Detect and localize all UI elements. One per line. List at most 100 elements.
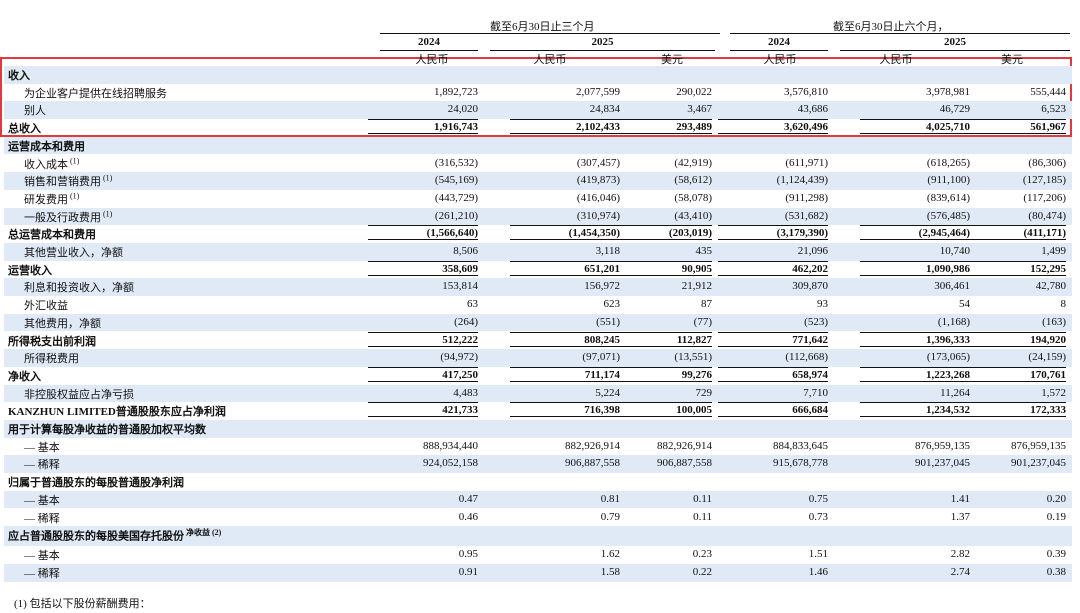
table-row: — 稀释 0.91 1.58 0.22 1.46 2.74 0.38 <box>4 563 1072 582</box>
value-cell: 0.73 <box>808 510 828 523</box>
value-cell: (203,019) <box>602 225 712 241</box>
table-row: 总收入 1,916,743 2,102,433 293,489 3,620,496 4,0… <box>4 119 1072 137</box>
row-label: 别人 <box>24 105 46 118</box>
value-cell: (24,159) <box>1028 351 1066 364</box>
value-cell: (310,974) <box>576 209 620 222</box>
row-label: 为企业客户提供在线招聘服务 <box>24 87 167 100</box>
value-cell: 21,096 <box>797 245 828 257</box>
value-cell: 5,224 <box>595 386 620 399</box>
note-ref: 净收益 (2) <box>184 528 222 538</box>
table-row: 研发费用 (1) (443,729) (416,046) (58,078) (911,2… <box>4 190 1072 208</box>
row-label: 其他营业收入，净额 <box>24 247 123 259</box>
table-row: 所得税费用 (94,972) (97,071) (13,551) (112,668) (1… <box>4 349 1072 367</box>
year-header: 2025 <box>944 36 966 48</box>
value-cell: 435 <box>695 245 713 257</box>
value-cell: 1.62 <box>600 548 620 561</box>
value-cell: (94,972) <box>440 351 478 364</box>
currency-header: 人民币 <box>533 54 567 66</box>
year-header: 2024 <box>768 36 790 48</box>
table-row: 为企业客户提供在线招聘服务 1,892,723 2,077,599 290,022 3,… <box>4 84 1072 102</box>
value-cell: 0.22 <box>692 565 712 578</box>
value-cell: 1,499 <box>1041 245 1066 257</box>
value-cell: 170,761 <box>956 366 1066 382</box>
table-row: 所得税支出前利润 512,222 808,245 112,827 771,642 1,39… <box>4 331 1072 350</box>
row-label: 总运营成本和费用 <box>8 229 96 242</box>
table-row: 收入成本 (1) (316,532) (307,457) (42,919) (611,9… <box>4 155 1072 173</box>
value-cell: (163) <box>1042 315 1066 328</box>
value-cell: 87 <box>701 298 712 311</box>
note-ref: (1) <box>101 173 113 183</box>
value-cell: (523) <box>804 315 828 328</box>
value-cell: 462,202 <box>718 260 828 276</box>
row-label: 总收入 <box>8 123 41 136</box>
note-ref: (1) <box>68 155 80 165</box>
row-label: 一般及行政费用 (1) <box>24 208 113 224</box>
value-cell: 512,222 <box>368 331 478 347</box>
value-cell: 666,684 <box>718 402 828 418</box>
value-cell: 0.79 <box>600 510 620 523</box>
value-cell: 1,234,532 <box>860 402 970 418</box>
value-cell: 623 <box>603 298 621 311</box>
value-cell: 711,174 <box>510 366 620 382</box>
value-cell: 3,576,810 <box>784 85 828 98</box>
table-row: 销售和营销费用 (1) (545,169) (419,873) (58,612) (1,… <box>4 172 1072 190</box>
value-cell: (97,071) <box>582 351 620 364</box>
value-cell: (2,945,464) <box>860 225 970 241</box>
value-cell: 716,398 <box>510 402 620 418</box>
table-row: 一般及行政费用 (1) (261,210) (310,974) (43,410) (53… <box>4 207 1072 226</box>
value-cell: 0.11 <box>693 510 712 523</box>
value-cell: 729 <box>695 386 713 399</box>
row-label: 运营收入 <box>8 264 52 277</box>
table-row: 应占普通股股东的每股美国存托股份 净收益 (2) <box>4 526 1072 547</box>
value-cell: 7,710 <box>803 386 828 399</box>
value-cell: 8,506 <box>453 245 478 257</box>
value-cell: (42,919) <box>674 156 712 169</box>
value-cell: 21,912 <box>681 280 712 293</box>
value-cell: 888,934,440 <box>423 439 478 452</box>
value-cell: 358,609 <box>368 260 478 276</box>
row-label: 净收入 <box>8 370 41 383</box>
table-row: 归属于普通股东的每股普通股净利润 <box>4 473 1072 491</box>
value-cell: 8 <box>1060 298 1067 311</box>
value-cell: 46,729 <box>939 103 970 116</box>
value-cell: (43,410) <box>674 209 712 222</box>
value-cell: (58,612) <box>674 174 712 187</box>
value-cell: 901,237,045 <box>1011 457 1066 470</box>
value-cell: 100,005 <box>602 402 712 418</box>
value-cell: 290,022 <box>676 85 712 98</box>
value-cell: 3,620,496 <box>718 119 828 135</box>
table-row: — 基本 0.47 0.81 0.11 0.75 1.41 0.20 <box>4 490 1072 509</box>
value-cell: 156,972 <box>584 280 620 293</box>
value-cell: 1.37 <box>950 510 970 523</box>
value-cell: 1.51 <box>808 548 828 561</box>
note-ref: (1) <box>101 208 113 218</box>
row-label: 所得税费用 <box>24 353 79 366</box>
value-cell: 876,959,135 <box>915 439 970 452</box>
value-cell: 0.95 <box>458 548 478 561</box>
year-header: 2025 <box>591 36 614 48</box>
highlight-box <box>0 57 1072 137</box>
currency-header: 美元 <box>661 54 683 66</box>
table-row: 外汇收益 63 623 87 93 54 8 <box>4 296 1072 314</box>
table-row: KANZHUN LIMITED普通股股东应占净利润 421,733 716,398 1… <box>4 402 1072 420</box>
value-cell: (3,179,390) <box>718 225 828 241</box>
value-cell: 153,814 <box>442 280 478 293</box>
value-cell: 924,052,158 <box>423 457 478 470</box>
value-cell: 884,833,645 <box>773 439 828 452</box>
value-cell: (411,171) <box>956 225 1066 241</box>
value-cell: (1,566,640) <box>368 225 478 241</box>
value-cell: (1,124,439) <box>776 174 828 187</box>
value-cell: 417,250 <box>368 366 478 382</box>
value-cell: 293,489 <box>602 119 712 135</box>
row-label: — 基本 <box>24 441 60 454</box>
row-label: 应占普通股股东的每股美国存托股份 净收益 (2) <box>8 528 222 543</box>
value-cell: (307,457) <box>576 156 620 169</box>
value-cell: 194,920 <box>956 331 1066 347</box>
value-cell: 0.81 <box>600 492 620 505</box>
table-row: 其他费用，净额 (264) (551) (77) (523) (1,168) (163) <box>4 313 1072 332</box>
currency-header: 人民币 <box>763 54 797 66</box>
row-label: — 稀释 <box>24 567 60 580</box>
value-cell: (911,298) <box>785 191 828 204</box>
row-label: 归属于普通股东的每股普通股净利润 <box>8 477 184 490</box>
value-cell: (416,046) <box>576 191 620 204</box>
